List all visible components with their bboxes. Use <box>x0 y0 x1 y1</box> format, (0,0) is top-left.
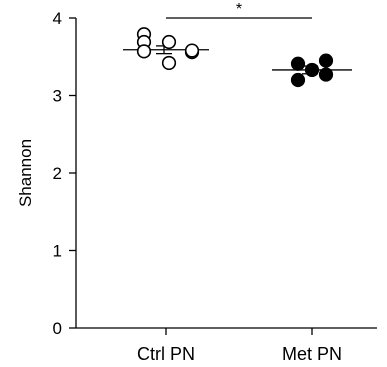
y-tick-label: 3 <box>53 87 62 106</box>
data-points <box>136 27 334 88</box>
x-category-label: Met PN <box>282 344 342 364</box>
met-data-point <box>290 72 306 88</box>
met-data-point <box>304 62 320 78</box>
significance-star: * <box>236 1 242 18</box>
ctrl-data-point <box>161 55 177 71</box>
significance-bracket: * <box>166 1 312 19</box>
met-data-point <box>318 67 334 82</box>
x-ticks: Ctrl PN Met PN <box>137 328 342 364</box>
met-data-point <box>318 53 334 68</box>
y-axis-label: Shannon <box>16 139 35 207</box>
met-data-point <box>290 56 306 71</box>
x-category-label: Ctrl PN <box>137 344 195 364</box>
y-tick-label: 2 <box>53 164 62 183</box>
ctrl-data-point <box>136 44 152 59</box>
y-tick-label: 0 <box>53 319 62 338</box>
y-ticks: 0 1 2 3 4 <box>53 9 76 338</box>
ctrl-data-point <box>184 43 200 58</box>
y-tick-label: 1 <box>53 242 62 261</box>
ctrl-data-point <box>161 34 177 50</box>
y-tick-label: 4 <box>53 9 62 28</box>
